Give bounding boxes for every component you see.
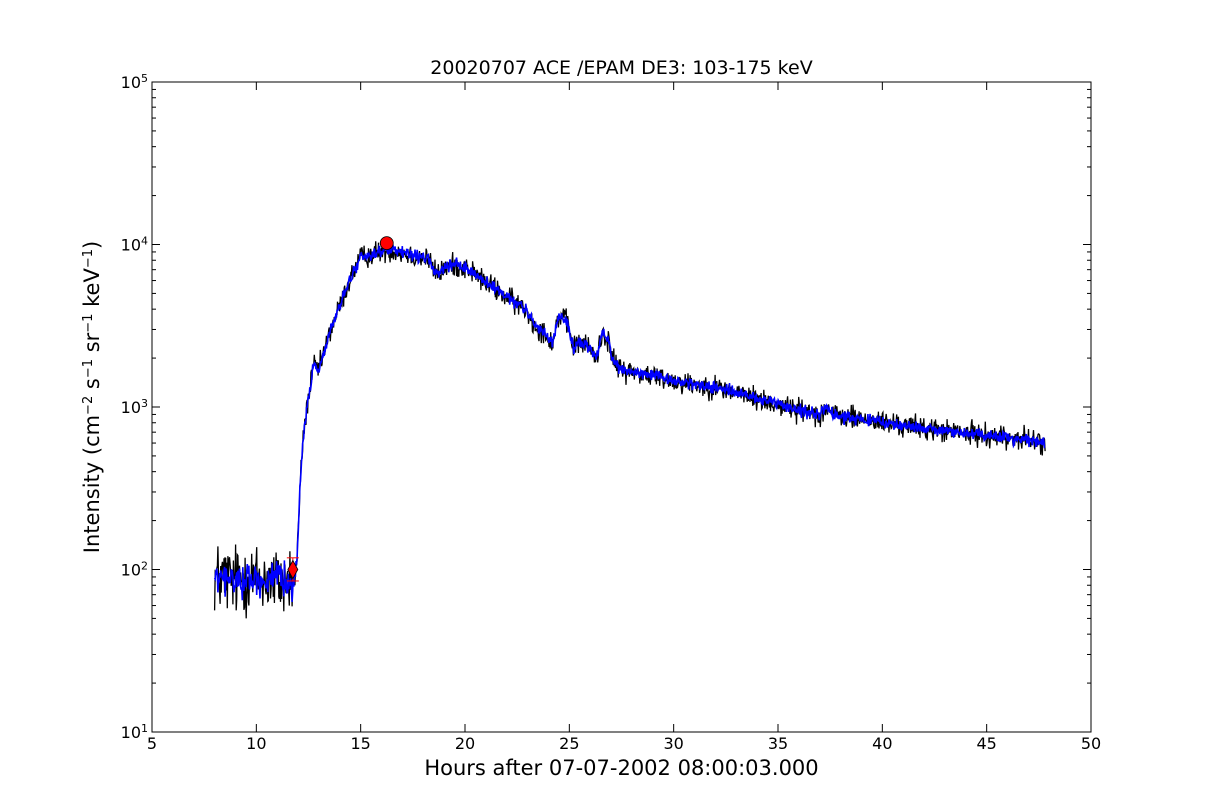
x-tick-label: 35 [768, 734, 788, 753]
y-tick-label-base: 10 [121, 236, 141, 255]
x-tick-label: 40 [872, 734, 892, 753]
y-tick-label: 101 [121, 722, 148, 743]
y-tick-label-base: 10 [121, 723, 141, 742]
x-tick-label: 10 [246, 734, 266, 753]
y-axis-label: Intensity (cm−2 s−1 sr−1 keV−1) [80, 241, 104, 553]
y-axis-label-kev-exp: −1 [81, 249, 96, 268]
y-tick-label-exponent: 4 [141, 234, 148, 247]
y-axis-label-kev: keV [80, 268, 104, 314]
y-axis-label-sr: sr [80, 332, 104, 359]
y-tick-label-exponent: 5 [141, 72, 148, 85]
y-axis-label-sr-exp: −1 [81, 314, 96, 333]
y-tick-label: 104 [121, 234, 148, 255]
y-axis-label-cm-exp: −2 [81, 396, 96, 415]
y-tick-label-base: 10 [121, 561, 141, 580]
y-tick-label-base: 10 [121, 398, 141, 417]
y-tick-label: 102 [121, 559, 148, 580]
series-line-smoothed [213, 244, 1046, 602]
peak-circle-marker [379, 236, 394, 251]
plot-frame [151, 81, 1092, 733]
y-axis-label-suffix: ) [80, 241, 104, 249]
y-tick-label-exponent: 2 [141, 559, 148, 572]
x-tick-label: 30 [663, 734, 683, 753]
x-tick-label: 5 [147, 734, 157, 753]
series-layer [213, 240, 1046, 619]
y-tick-label: 103 [121, 397, 148, 418]
marker-layer [286, 236, 394, 582]
y-tick-label: 105 [121, 72, 148, 93]
x-tick-label: 15 [350, 734, 370, 753]
y-tick-label-exponent: 1 [141, 722, 148, 735]
x-axis: 5 10 15 20 25 30 35 40 45 50 [147, 82, 1101, 753]
y-axis-label-s: s [80, 378, 104, 396]
onset-diamond-marker [287, 559, 299, 580]
x-tick-label: 50 [1081, 734, 1101, 753]
x-tick-label: 20 [455, 734, 475, 753]
x-axis-label: Hours after 07-07-2002 08:00:03.000 [424, 756, 818, 780]
x-tick-label: 45 [976, 734, 996, 753]
y-axis-label-s-exp: −1 [81, 359, 96, 378]
chart-title: 20020707 ACE /EPAM DE3: 103-175 keV [430, 57, 812, 79]
y-tick-label-base: 10 [121, 73, 141, 92]
y-axis-label-prefix: Intensity (cm [80, 415, 104, 553]
y-tick-label-exponent: 3 [141, 397, 148, 410]
x-tick-label: 25 [559, 734, 579, 753]
